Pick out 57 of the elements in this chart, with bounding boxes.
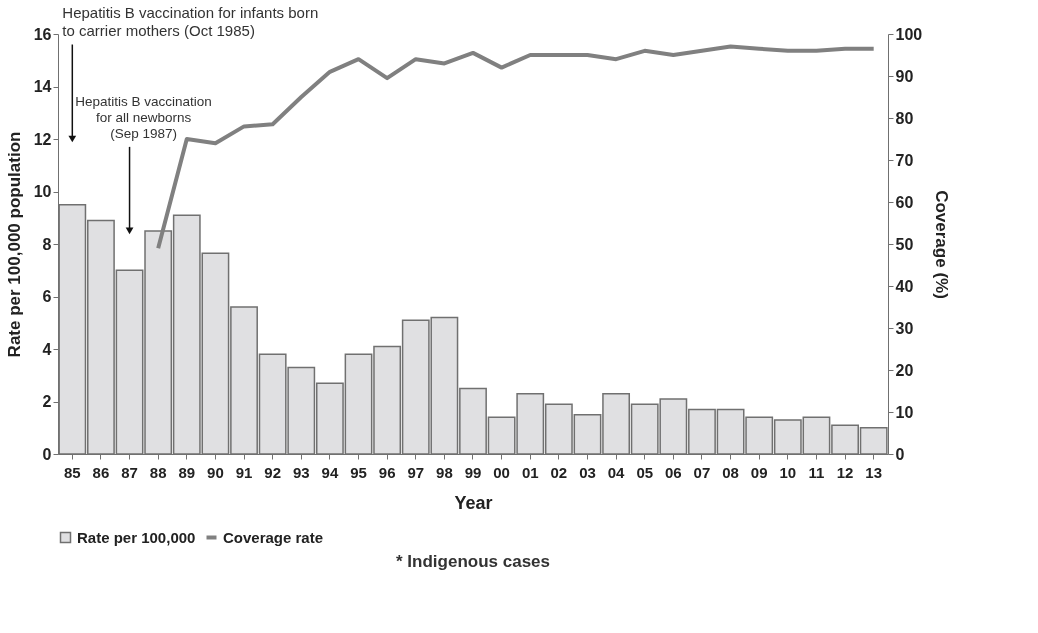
y-tick-label: 4 xyxy=(42,340,52,358)
y-tick-label: 10 xyxy=(33,183,52,200)
y-tick-label: 0 xyxy=(42,445,52,463)
y2-tick-label: 60 xyxy=(895,193,914,211)
x-tick-label: 05 xyxy=(636,463,654,481)
legend-label: Coverage rate xyxy=(223,528,324,546)
x-tick-label: 86 xyxy=(92,463,110,481)
x-tick-label: 85 xyxy=(63,463,81,481)
x-tick-label: 89 xyxy=(178,463,196,481)
y-tick-label: 14 xyxy=(33,78,52,95)
x-tick-label: 06 xyxy=(665,463,682,481)
x-tick-label: 90 xyxy=(207,463,224,481)
legend-label: Rate per 100,000 xyxy=(77,528,196,546)
x-tick-label: 10 xyxy=(779,463,797,481)
y-tick-label: 12 xyxy=(33,130,52,148)
x-tick-label: 04 xyxy=(607,463,626,481)
x-tick-label: 99 xyxy=(464,463,482,481)
x-tick-label: 00 xyxy=(493,463,510,481)
text: * Indigenous cases xyxy=(396,552,550,571)
y2-tick-label: 50 xyxy=(895,235,914,253)
x-tick-label: 12 xyxy=(836,463,854,481)
x-axis-title: Year xyxy=(454,492,493,513)
x-tick-label: 02 xyxy=(550,463,568,481)
x-tick-label: 08 xyxy=(722,463,739,481)
y2-tick-label: 90 xyxy=(895,67,914,85)
x-tick-label: 07 xyxy=(693,463,711,481)
y-axis-title: Rate per 100,000 population xyxy=(4,131,24,358)
x-tick-label: 98 xyxy=(436,463,453,481)
y2-tick-label: 20 xyxy=(895,361,914,379)
y-tick-label: 8 xyxy=(42,235,52,253)
y2-axis-title: Coverage (%) xyxy=(932,190,952,299)
annotation: Hepatitis B vaccination for all newborns (Sep 1987) xyxy=(75,93,212,141)
x-tick-label: 91 xyxy=(235,463,253,481)
x-tick-label: 97 xyxy=(407,463,425,481)
x-tick-label: 03 xyxy=(579,463,596,481)
x-tick-label: 87 xyxy=(121,463,138,481)
y2-tick-label: 0 xyxy=(895,445,905,463)
x-tick-label: 92 xyxy=(264,463,281,481)
y2-tick-label: 80 xyxy=(895,109,914,127)
x-tick-label: 13 xyxy=(865,463,883,481)
y2-tick-label: 40 xyxy=(895,277,914,295)
x-tick-label: 09 xyxy=(750,463,768,481)
x-tick-label: 95 xyxy=(350,463,367,481)
annotation: Hepatitis B vaccination for infants born to carrier mothers (Oct 1985) xyxy=(62,3,319,39)
y2-tick-label: 70 xyxy=(895,151,914,169)
y2-tick-label: 100 xyxy=(895,25,923,43)
x-tick-label: 11 xyxy=(808,463,825,481)
y-tick-label: 6 xyxy=(42,288,52,305)
x-tick-label: 94 xyxy=(321,463,339,481)
y2-tick-label: 30 xyxy=(895,319,914,337)
x-tick-label: 96 xyxy=(378,463,396,481)
y-tick-label: 16 xyxy=(33,25,52,43)
y-tick-label: 2 xyxy=(42,393,52,410)
x-tick-label: 93 xyxy=(292,463,310,481)
x-tick-label: 88 xyxy=(149,463,167,481)
x-tick-label: 01 xyxy=(521,463,539,481)
y2-tick-label: 10 xyxy=(895,403,914,421)
